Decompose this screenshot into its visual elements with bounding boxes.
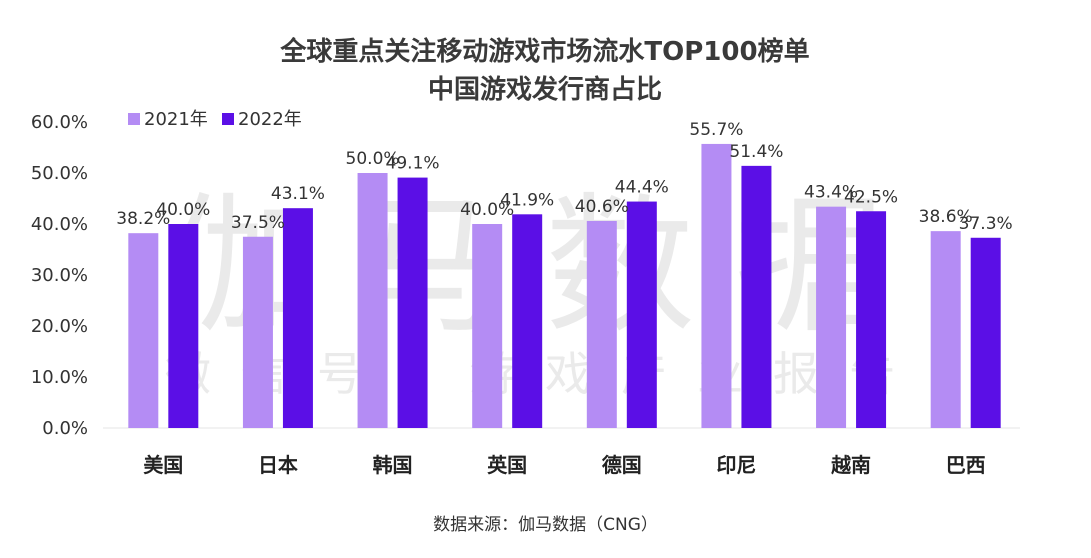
bars <box>128 143 1001 429</box>
y-tick-label: 10.0% <box>31 367 88 388</box>
bar-德国-2022年 <box>626 201 657 428</box>
data-label-日本-2021年: 37.5% <box>231 213 285 233</box>
bar-巴西-2022年 <box>970 237 1001 428</box>
data-label-韩国-2021年: 50.0% <box>346 149 400 169</box>
bar-越南-2021年 <box>816 206 847 428</box>
watermark-sub: 微信号：游戏产业报告 <box>165 347 925 401</box>
category-label-印尼: 印尼 <box>716 453 756 477</box>
bar-越南-2022年 <box>856 211 887 428</box>
legend-swatch-2021年 <box>128 113 140 125</box>
y-tick-label: 30.0% <box>31 265 88 286</box>
data-label-印尼-2022年: 51.4% <box>729 142 783 162</box>
legend: 2021年 2022年 <box>128 109 302 130</box>
category-label-日本: 日本 <box>258 453 298 477</box>
data-label-巴西-2021年: 38.6% <box>919 207 973 227</box>
data-label-越南-2022年: 42.5% <box>844 187 898 207</box>
category-label-韩国: 韩国 <box>373 453 413 477</box>
data-label-英国-2021年: 40.0% <box>460 200 514 220</box>
category-label-美国: 美国 <box>143 453 183 477</box>
bar-日本-2022年 <box>282 208 313 428</box>
x-axis: 美国 日本 韩国 英国 德国 印尼 越南 巴西 <box>143 453 985 477</box>
bar-印尼-2022年 <box>741 165 772 429</box>
data-label-德国-2022年: 44.4% <box>615 178 669 198</box>
data-label-韩国-2022年: 49.1% <box>386 154 440 174</box>
source-note: 数据来源：伽马数据（CNG） <box>433 515 658 535</box>
legend-swatch-2022年 <box>222 113 234 125</box>
y-axis: 0.0% 10.0% 20.0% 30.0% 40.0% 50.0% 60.0% <box>31 112 1020 439</box>
y-tick-label: 40.0% <box>31 214 88 235</box>
data-label-美国-2022年: 40.0% <box>156 200 210 220</box>
y-tick-label: 60.0% <box>31 112 88 133</box>
bar-德国-2021年 <box>586 220 617 428</box>
y-tick-label: 20.0% <box>31 316 88 337</box>
data-labels: 38.2%40.0%37.5%43.1%50.0%49.1%40.0%41.9%… <box>116 120 1012 234</box>
bar-美国-2022年 <box>168 224 199 428</box>
bar-韩国-2021年 <box>357 173 388 428</box>
data-label-巴西-2022年: 37.3% <box>959 214 1013 234</box>
title-line-2: 中国游戏发行商占比 <box>428 74 662 105</box>
bar-日本-2021年 <box>242 236 273 428</box>
bar-韩国-2022年 <box>397 177 428 428</box>
data-label-印尼-2021年: 55.7% <box>689 120 743 140</box>
data-label-英国-2022年: 41.9% <box>500 190 554 210</box>
title-line-1: 全球重点关注移动游戏市场流水TOP100榜单 <box>279 36 809 67</box>
bar-英国-2021年 <box>472 224 503 428</box>
bar-印尼-2021年 <box>701 143 732 428</box>
legend-label-2022年: 2022年 <box>238 109 302 130</box>
category-label-越南: 越南 <box>830 453 871 477</box>
data-label-日本-2022年: 43.1% <box>271 184 325 204</box>
data-label-德国-2021年: 40.6% <box>575 197 629 217</box>
category-label-巴西: 巴西 <box>946 453 986 477</box>
bar-美国-2021年 <box>128 233 159 428</box>
y-tick-label: 0.0% <box>42 418 88 439</box>
y-tick-label: 50.0% <box>31 163 88 184</box>
bar-巴西-2021年 <box>930 231 961 428</box>
bar-英国-2022年 <box>512 214 543 428</box>
category-label-英国: 英国 <box>487 453 527 477</box>
data-label-美国-2021年: 38.2% <box>116 209 170 229</box>
legend-label-2021年: 2021年 <box>144 109 208 130</box>
data-label-越南-2021年: 43.4% <box>804 183 858 203</box>
category-label-德国: 德国 <box>602 453 642 477</box>
